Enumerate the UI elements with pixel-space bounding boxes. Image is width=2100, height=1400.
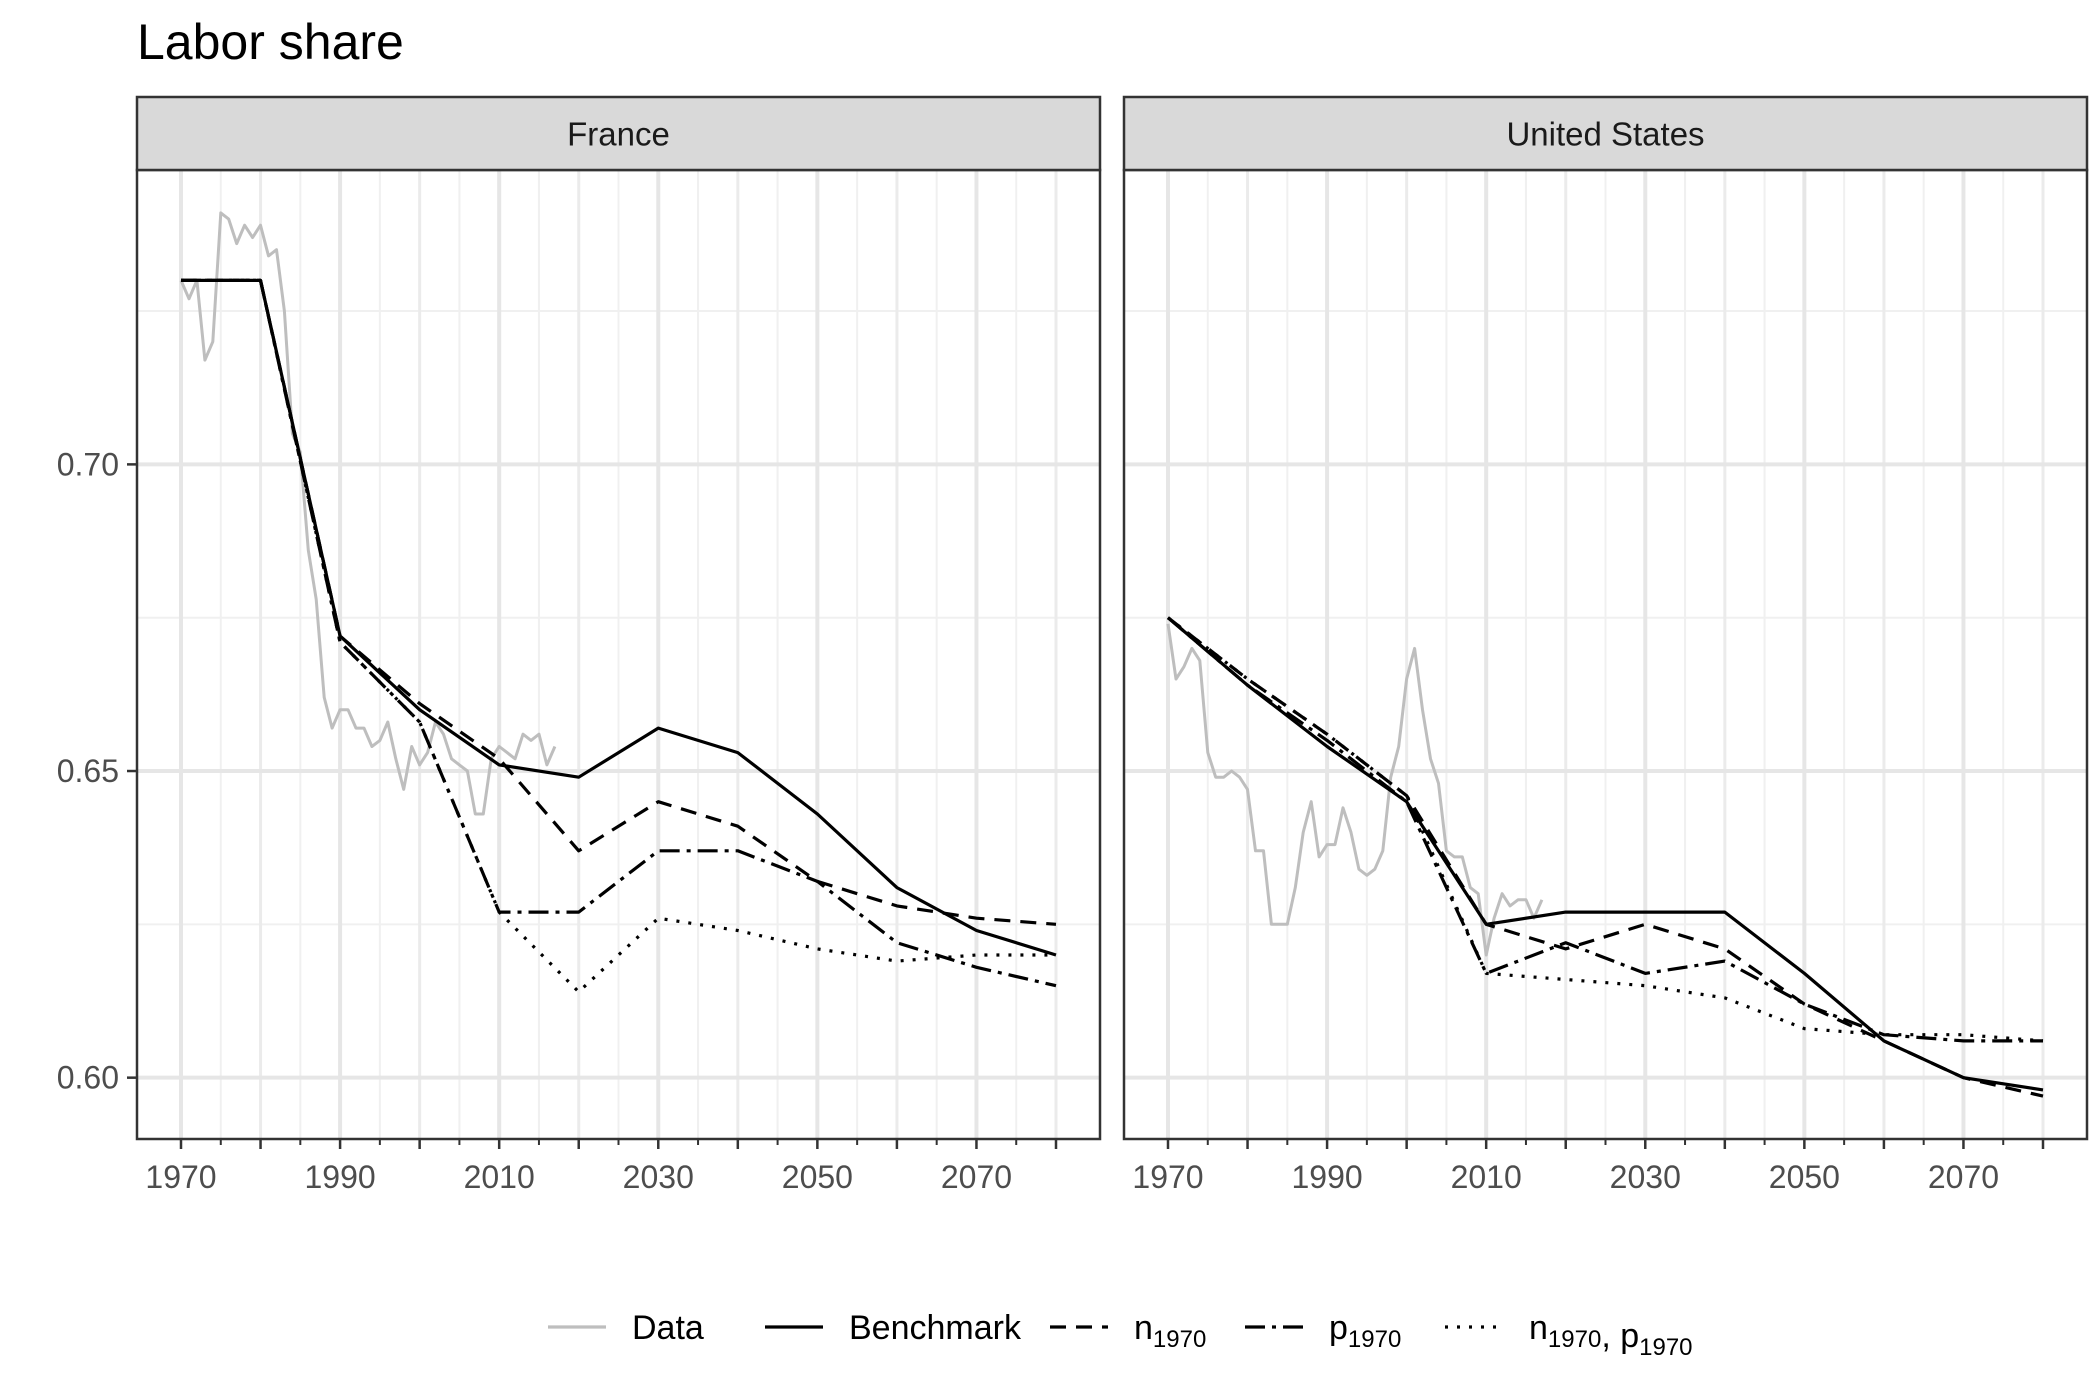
- y-tick-label: 0.70: [57, 446, 119, 482]
- x-tick-label: 2050: [1769, 1159, 1840, 1195]
- panels: France 1970 1990 2010 2030 2050 2070 0.60 0.65 0.…: [57, 95, 2089, 1195]
- legend-label: n1970, p1970: [1529, 1309, 1693, 1361]
- chart-title: Labor share: [137, 14, 404, 70]
- legend-label: Benchmark: [849, 1309, 1022, 1347]
- x-tick-label: 1990: [304, 1159, 375, 1195]
- x-tick-label: 1970: [145, 1159, 216, 1195]
- legend-item-np1970: n1970, p1970: [1445, 1309, 1693, 1361]
- x-tick-label: 2010: [1451, 1159, 1522, 1195]
- series-line-p1970: [1166, 616, 2043, 1043]
- series-line-np1970: [1167, 616, 2044, 1043]
- x-tick-label: 2010: [464, 1159, 535, 1195]
- legend-label: p1970: [1329, 1309, 1401, 1353]
- legend-label: Data: [632, 1309, 704, 1347]
- x-tick-label: 2070: [1928, 1159, 1999, 1195]
- facet-label: France: [567, 116, 670, 153]
- x-tick-label: 1990: [1291, 1159, 1362, 1195]
- panel-0: France 1970 1990 2010 2030 2050 2070 0.60 0.65 0.…: [57, 95, 1102, 1195]
- x-tick-label: 2050: [782, 1159, 853, 1195]
- x-tick-label: 1970: [1132, 1159, 1203, 1195]
- panel-1: United States 1970 1990 2010 2030 2050 2070: [1122, 95, 2089, 1195]
- legend-item-benchmark: Benchmark: [765, 1309, 1022, 1347]
- series-line-data: [179, 211, 557, 816]
- legend-label: n1970: [1134, 1309, 1206, 1353]
- facet-label: United States: [1506, 116, 1704, 153]
- y-tick-label: 0.60: [57, 1060, 119, 1096]
- legend-item-p1970: p1970: [1245, 1309, 1401, 1353]
- x-tick-label: 2070: [941, 1159, 1012, 1195]
- x-tick-label: 2030: [623, 1159, 694, 1195]
- y-tick-label: 0.65: [57, 753, 119, 789]
- facet-strip: [1122, 95, 2089, 172]
- series-line-data: [1166, 623, 1544, 957]
- x-tick-label: 2030: [1610, 1159, 1681, 1195]
- facet-strip: [135, 95, 1102, 172]
- series-line-n1970: [181, 278, 1057, 926]
- legend-item-n1970: n1970: [1050, 1309, 1206, 1353]
- legend: Data Benchmark n1970 p1970 n1970, p1970: [548, 1309, 1693, 1361]
- legend-item-data: Data: [548, 1309, 704, 1347]
- series-line-n1970: [1167, 616, 2044, 1098]
- series-line-p1970: [181, 278, 1057, 988]
